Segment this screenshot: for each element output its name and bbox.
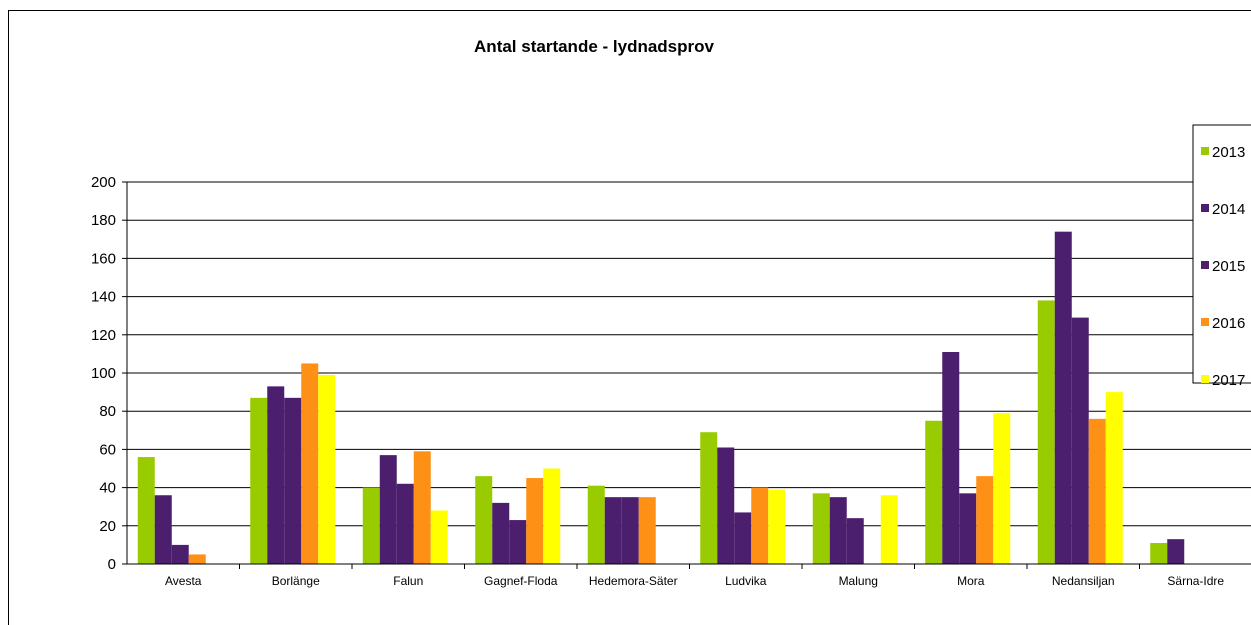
x-category-label: Avesta (165, 574, 202, 588)
bar-2014-7 (942, 351, 960, 564)
bar-2013-1 (250, 397, 268, 564)
bar-2017-5 (768, 489, 786, 564)
bar-2017-2 (430, 510, 448, 564)
legend-label-2014: 2014 (1212, 201, 1245, 218)
chart-frame (8, 10, 1251, 625)
bar-2015-5 (734, 512, 752, 564)
bar-2016-0 (188, 554, 206, 564)
chart-title: Antal startande - lydnadsprov (474, 37, 714, 56)
bar-2016-5 (751, 487, 769, 564)
bar-2016-8 (1088, 418, 1106, 564)
bar-2014-1 (267, 386, 285, 564)
bar-2017-3 (543, 468, 561, 564)
bar-2013-0 (137, 457, 155, 564)
x-category-label: Ludvika (725, 574, 767, 588)
bar-2013-4 (587, 485, 605, 564)
legend-label-2013: 2013 (1212, 144, 1245, 161)
bar-2016-1 (301, 363, 319, 564)
bar-2015-3 (509, 520, 527, 564)
x-category-label: Borlänge (272, 574, 320, 588)
bar-2013-2 (362, 487, 380, 564)
bar-2017-1 (318, 374, 336, 564)
bar-2015-0 (171, 544, 189, 564)
y-tick-label: 200 (91, 174, 116, 191)
bar-2014-6 (829, 497, 847, 564)
y-tick-label: 140 (91, 289, 116, 306)
x-category-label: Nedansiljan (1052, 574, 1115, 588)
bar-2014-9 (1167, 539, 1185, 564)
y-tick-label: 120 (91, 327, 116, 344)
bar-2015-7 (959, 493, 977, 564)
x-category-label: Mora (957, 574, 985, 588)
legend: 2013 2014 2015 2016 2017 (1192, 124, 1251, 389)
bar-2015-6 (846, 518, 864, 564)
y-tick-label: 100 (91, 365, 116, 382)
bar-2017-8 (1105, 392, 1123, 564)
bar-2014-4 (604, 497, 622, 564)
legend-swatch-2017 (1201, 375, 1209, 383)
x-category-label: Falun (393, 574, 423, 588)
x-category-label: Särna-Idre (1167, 574, 1224, 588)
bar-2015-2 (396, 483, 414, 564)
legend-label-2016: 2016 (1212, 315, 1245, 332)
bar-2013-3 (475, 476, 493, 564)
y-tick-label: 0 (108, 556, 116, 573)
y-axis-tick-labels: 0 20 40 60 80 100 120 140 160 180 200 (91, 174, 127, 573)
bar-2016-2 (413, 451, 431, 564)
bar-2016-3 (526, 478, 544, 564)
y-tick-label: 160 (91, 250, 116, 267)
bar-2014-5 (717, 447, 735, 564)
bar-2013-8 (1037, 300, 1055, 564)
x-axis-category-labels: Avesta Borlänge Falun Gagnef-Floda Hedemora-… (165, 564, 1224, 588)
x-category-label: Gagnef-Floda (484, 574, 558, 588)
bars (137, 231, 1185, 564)
y-tick-label: 20 (99, 518, 116, 535)
bar-2013-9 (1150, 542, 1168, 564)
y-tick-label: 60 (99, 441, 116, 458)
x-category-label: Malung (839, 574, 878, 588)
bar-2016-4 (638, 497, 656, 564)
bar-2017-6 (880, 495, 898, 564)
y-tick-label: 180 (91, 212, 116, 229)
bar-2014-8 (1054, 231, 1072, 564)
legend-label-2015: 2015 (1212, 258, 1245, 275)
x-category-label: Hedemora-Säter (589, 574, 678, 588)
bar-2013-5 (700, 432, 718, 564)
bar-2013-6 (812, 493, 830, 564)
bar-2013-7 (925, 420, 943, 564)
legend-label-2017: 2017 (1212, 372, 1245, 389)
bar-2015-4 (621, 497, 639, 564)
legend-box (1192, 124, 1251, 384)
legend-swatch-2014 (1201, 204, 1209, 212)
legend-swatch-2013 (1201, 147, 1209, 155)
bar-2014-3 (492, 502, 510, 564)
legend-swatch-2016 (1201, 318, 1209, 326)
bar-2017-7 (993, 413, 1011, 564)
bar-2014-2 (379, 455, 397, 564)
bar-2014-0 (154, 495, 172, 564)
bar-2015-1 (284, 397, 302, 564)
y-tick-label: 80 (99, 403, 116, 420)
legend-swatch-2015 (1201, 261, 1209, 269)
bar-2016-7 (976, 476, 994, 564)
bar-2015-8 (1071, 317, 1089, 564)
y-tick-label: 40 (99, 480, 116, 497)
